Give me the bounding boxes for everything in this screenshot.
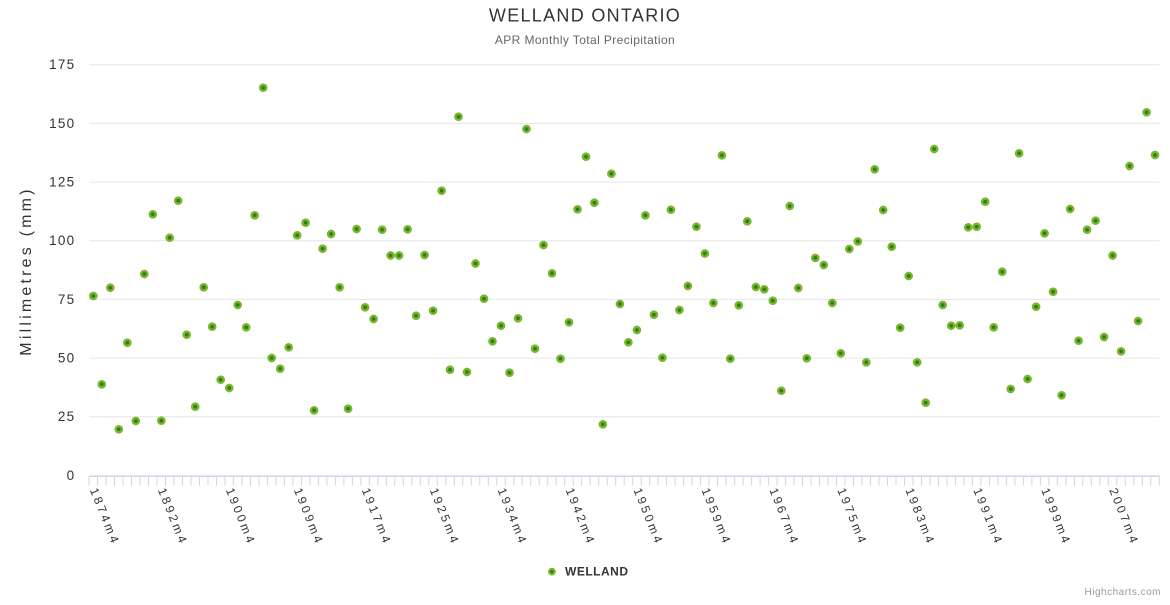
svg-text:50: 50 (58, 351, 75, 366)
svg-text:25: 25 (58, 409, 75, 424)
svg-text:WELLAND: WELLAND (565, 565, 629, 579)
svg-text:WELLAND ONTARIO: WELLAND ONTARIO (489, 6, 681, 26)
svg-text:0: 0 (67, 468, 76, 483)
svg-text:100: 100 (49, 233, 75, 248)
svg-text:175: 175 (49, 57, 75, 72)
svg-text:Millimetres (mm): Millimetres (mm) (18, 186, 35, 355)
svg-text:125: 125 (49, 175, 75, 190)
svg-text:75: 75 (58, 292, 75, 307)
svg-text:150: 150 (49, 116, 75, 131)
svg-text:Highcharts.com: Highcharts.com (1085, 587, 1161, 598)
svg-text:APR Monthly Total Precipitatio: APR Monthly Total Precipitation (495, 33, 675, 47)
